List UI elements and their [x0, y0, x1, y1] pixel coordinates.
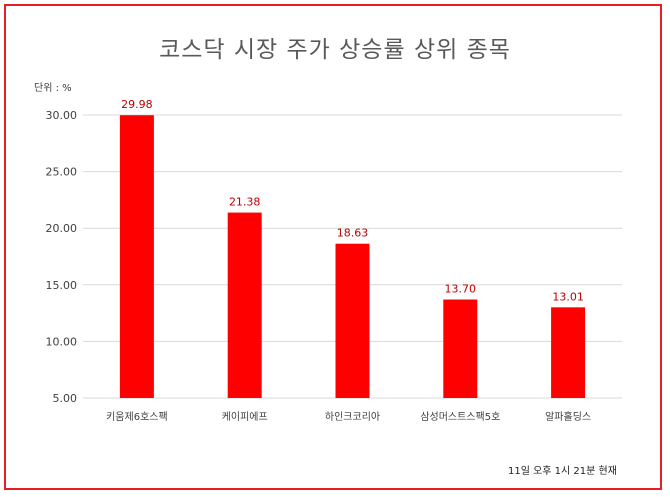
- data-label: 18.63: [337, 227, 369, 240]
- x-tick-label: 케이피에프: [222, 411, 268, 423]
- x-tick-label: 알파홀딩스: [545, 410, 591, 423]
- x-tick-label: 삼성머스트스팩5호: [420, 411, 500, 423]
- data-label: 13.70: [445, 283, 477, 296]
- y-tick-label: 25.00: [46, 166, 78, 179]
- data-label: 13.01: [552, 290, 584, 303]
- timestamp-note: 11일 오후 1시 21분 현재: [508, 466, 617, 477]
- y-tick-label: 20.00: [46, 222, 78, 235]
- y-tick-label: 30.00: [46, 109, 78, 122]
- bar: [443, 299, 478, 398]
- y-tick-label: 5.00: [53, 392, 78, 405]
- data-label: 29.98: [121, 98, 153, 111]
- bar: [335, 243, 370, 398]
- bar: [551, 307, 586, 398]
- x-tick-label: 키움제6호스팩: [106, 411, 168, 423]
- x-tick-label: 하인크코리아: [325, 410, 380, 423]
- unit-label: 단위 : %: [34, 83, 72, 94]
- chart-title: 코스닥 시장 주가 상승률 상위 종목: [159, 37, 511, 63]
- chart-frame: [4, 4, 662, 490]
- bar: [119, 115, 154, 398]
- bar: [227, 212, 262, 398]
- y-tick-label: 15.00: [46, 279, 78, 292]
- y-tick-label: 10.00: [46, 335, 78, 348]
- data-label: 21.38: [229, 196, 261, 209]
